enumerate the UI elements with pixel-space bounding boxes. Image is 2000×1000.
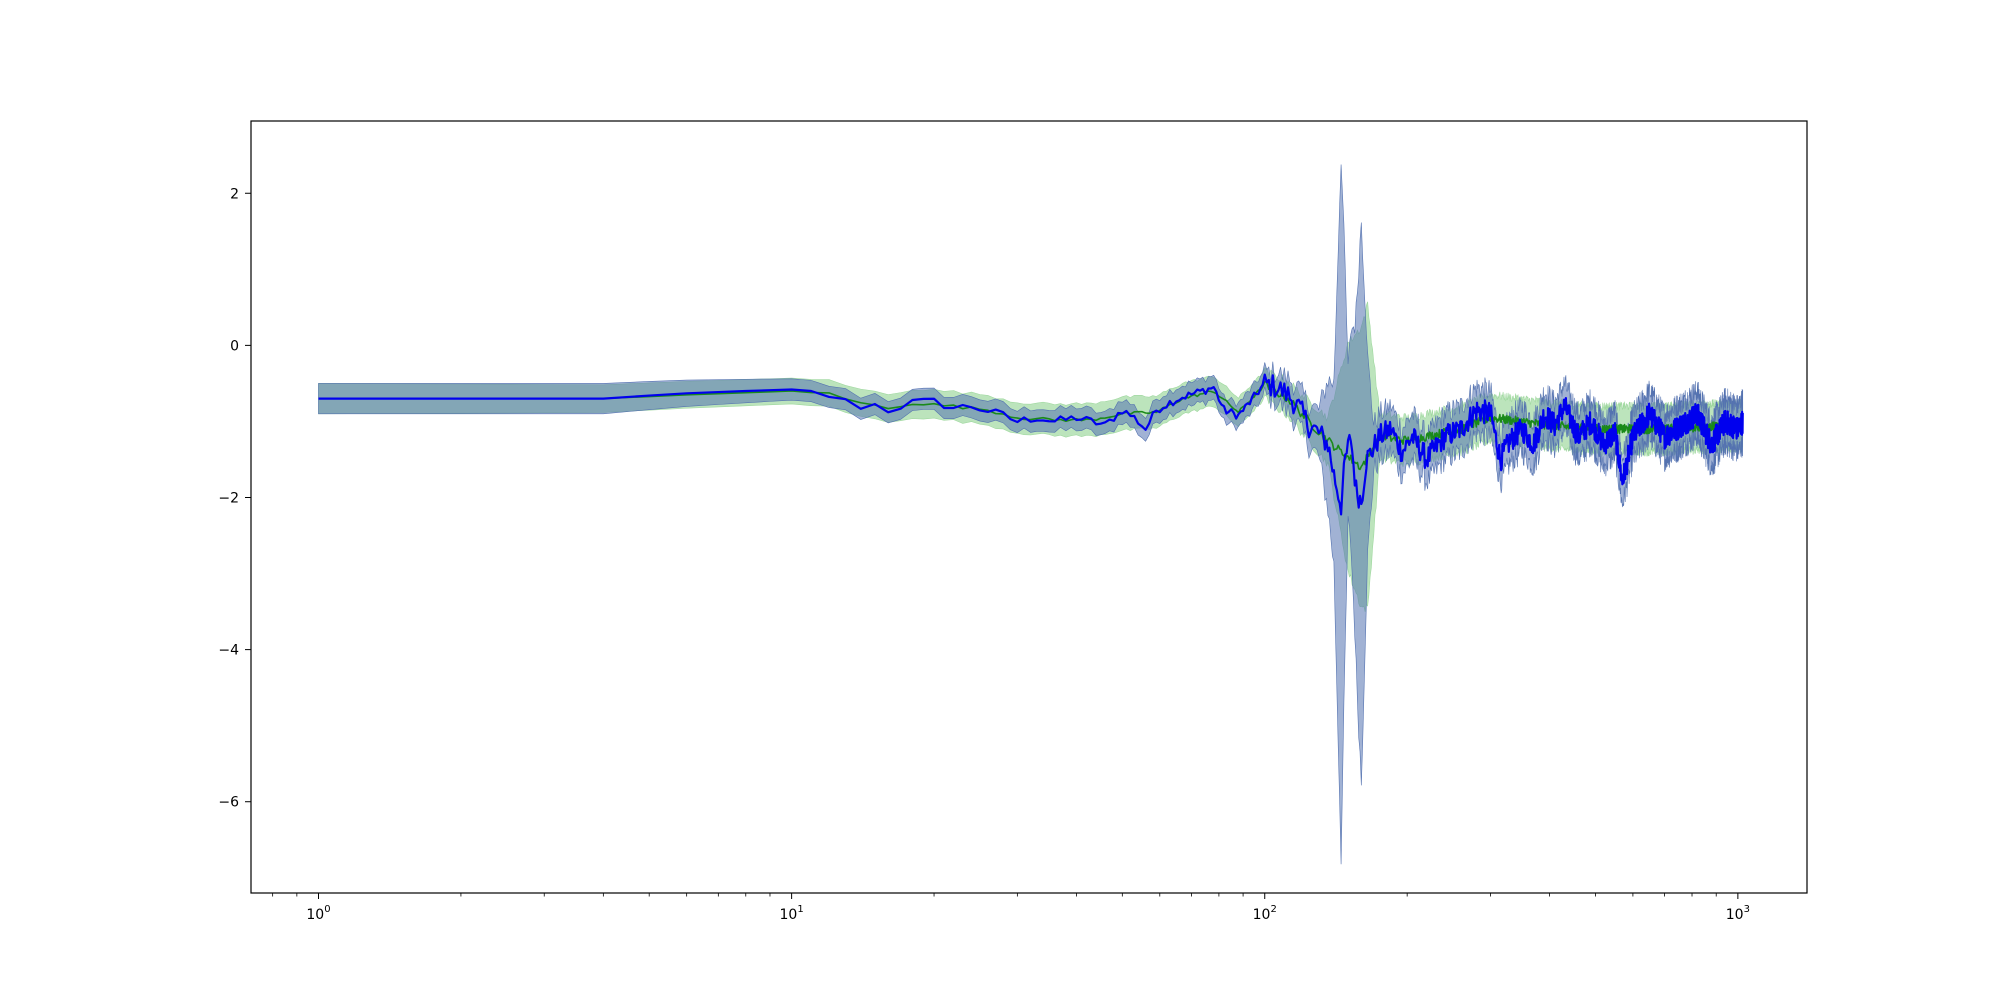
y-tick-label: −4 (218, 643, 239, 659)
x-tick-label: 101 (780, 904, 804, 923)
x-tick-label: 100 (306, 904, 330, 923)
y-axis: 2 0 −2 −4 −6 (218, 186, 251, 811)
x-tick-label: 102 (1253, 904, 1277, 923)
x-tick-label: 103 (1726, 904, 1750, 923)
x-axis: 100 101 102 103 (272, 893, 1750, 923)
blue-series-band (318, 164, 1744, 865)
y-tick-label: 2 (230, 186, 239, 202)
y-tick-label: 0 (230, 338, 239, 354)
y-tick-label: −2 (218, 490, 239, 506)
y-tick-label: −6 (218, 795, 239, 811)
plot-frame (250, 120, 1808, 894)
blue-series-line (318, 373, 1744, 516)
series-lines (318, 373, 1744, 516)
